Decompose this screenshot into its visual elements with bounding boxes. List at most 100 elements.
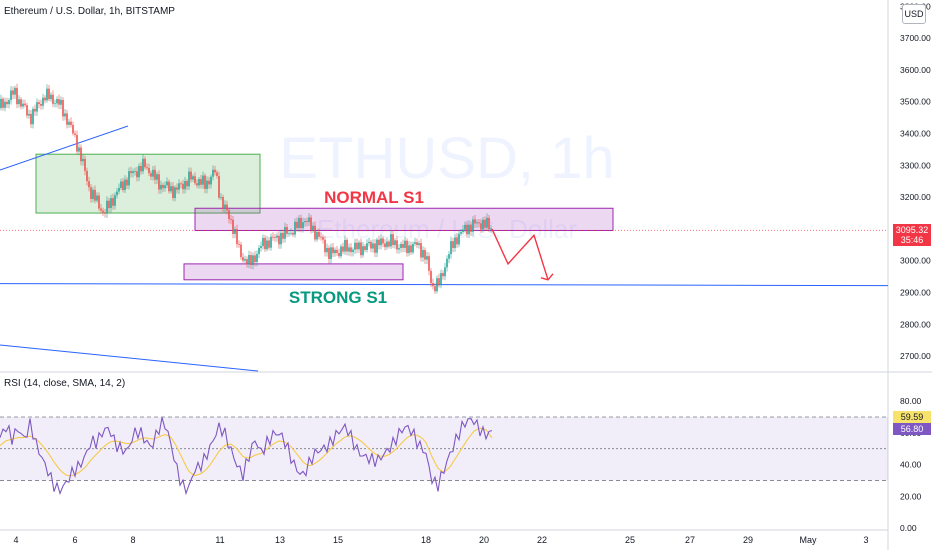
candle-body	[4, 101, 6, 108]
candle-body	[80, 147, 82, 162]
price-tick-label: 2700.00	[900, 351, 931, 361]
candle-body	[412, 243, 414, 253]
candle-body	[266, 240, 268, 250]
candle-body	[78, 147, 80, 152]
candle-body	[374, 243, 376, 253]
candle-body	[486, 217, 488, 228]
candle-body	[64, 113, 66, 117]
candle-body	[74, 133, 76, 135]
candle-body	[274, 237, 276, 238]
candle-body	[424, 250, 426, 260]
candle-body	[244, 259, 246, 261]
currency-badge[interactable]: USD	[902, 4, 926, 24]
candle-body	[140, 165, 142, 172]
candle-body	[10, 90, 12, 101]
candle-body	[436, 278, 438, 292]
candle-body	[240, 244, 242, 258]
candle-body	[438, 278, 440, 286]
last-price-tag: 3095.32 35:46	[893, 224, 931, 246]
candle-body	[418, 243, 420, 246]
time-tick-label: 22	[537, 535, 547, 545]
candle-body	[340, 246, 342, 257]
candle-body	[362, 246, 364, 256]
price-tick-label: 2800.00	[900, 319, 931, 329]
candle-body	[310, 217, 312, 230]
trend-line-upper	[0, 125, 129, 171]
candle-body	[180, 183, 182, 185]
time-tick-label: 20	[479, 535, 489, 545]
candle-body	[348, 247, 350, 252]
candle-body	[394, 240, 396, 245]
candle-body	[150, 173, 152, 177]
candle-body	[22, 103, 24, 107]
price-tick-label: 3400.00	[900, 129, 931, 139]
candle-body	[416, 242, 418, 246]
candle-body	[420, 243, 422, 258]
watermark-name: Ethereum / U.S. Dollar	[317, 214, 577, 244]
candle-body	[282, 232, 284, 239]
candle-body	[94, 189, 96, 201]
candle-body	[42, 97, 44, 106]
candle-body	[468, 224, 470, 235]
candle-body	[96, 195, 98, 201]
candle-body	[390, 234, 392, 247]
candle-body	[108, 200, 110, 209]
candle-body	[308, 217, 310, 223]
candle-body	[160, 184, 162, 190]
candle-body	[470, 224, 472, 232]
candle-body	[346, 239, 348, 252]
candle-body	[392, 234, 394, 245]
candle-body	[72, 124, 74, 134]
candle-body	[300, 218, 302, 229]
candle-body	[84, 158, 86, 171]
candle-body	[210, 176, 212, 185]
candle-body	[200, 179, 202, 185]
candle-countdown: 35:46	[900, 235, 924, 245]
candle-body	[410, 245, 412, 253]
candle-body	[360, 242, 362, 256]
candle-body	[384, 243, 386, 248]
candle-body	[216, 172, 218, 177]
candle-body	[86, 170, 88, 182]
candle-body	[2, 98, 4, 108]
time-tick-label: 18	[421, 535, 431, 545]
candle-body	[126, 179, 128, 186]
time-tick-label: 13	[275, 535, 285, 545]
candle-body	[458, 233, 460, 245]
candle-body	[54, 103, 56, 105]
candle-body	[120, 181, 122, 188]
candle-body	[232, 219, 234, 234]
projection-arrowhead	[540, 273, 554, 281]
candle-body	[370, 241, 372, 249]
candle-body	[46, 88, 48, 101]
price-tick-label: 3200.00	[900, 192, 931, 202]
time-tick-label: 25	[625, 535, 635, 545]
support-line	[0, 283, 889, 287]
candle-body	[430, 270, 432, 284]
normal-s1-label: NORMAL S1	[324, 188, 424, 207]
candle-body	[248, 255, 250, 265]
candle-body	[290, 232, 292, 234]
candle-body	[16, 87, 18, 105]
rsi-tick-label: 0.00	[900, 523, 917, 533]
candle-body	[90, 187, 92, 199]
candle-body	[202, 175, 204, 185]
candle-body	[214, 169, 216, 173]
candle-body	[228, 210, 230, 220]
candle-body	[220, 197, 222, 198]
candle-body	[204, 175, 206, 189]
candle-body	[58, 99, 60, 105]
candle-body	[66, 113, 68, 125]
strong-s1-label: STRONG S1	[289, 288, 387, 307]
candle-body	[262, 237, 264, 247]
candle-body	[312, 225, 314, 230]
candle-body	[406, 240, 408, 254]
candle-body	[68, 121, 70, 125]
candle-body	[408, 245, 410, 254]
candle-body	[192, 176, 194, 180]
time-tick-label: 3	[863, 535, 868, 545]
candle-body	[364, 246, 366, 250]
candle-body	[388, 241, 390, 247]
